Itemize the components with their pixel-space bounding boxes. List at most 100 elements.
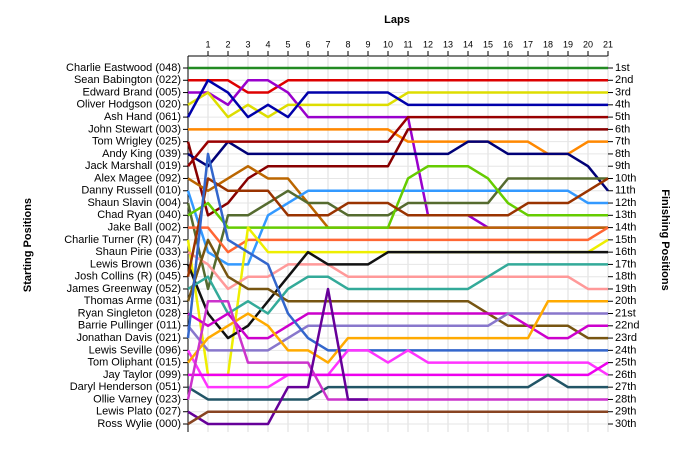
driver-label: Ross Wylie (000): [97, 418, 181, 430]
x-tick-label: 7: [325, 39, 330, 49]
driver-label: Tom Oliphant (015): [87, 357, 181, 369]
position-line: [188, 128, 608, 156]
position-line: [187, 263, 608, 315]
y2-tick-label: 25th: [615, 357, 636, 369]
y2-tick-label: 11th: [615, 185, 636, 197]
driver-label: Ryan Singleton (028): [78, 307, 181, 319]
y2-tick-label: 15th: [615, 234, 636, 246]
driver-label: Jay Taylor (099): [103, 369, 181, 381]
y2-tick-label: 4th: [615, 99, 630, 111]
y2-tick-label: 23rd: [615, 332, 637, 344]
position-line: [187, 299, 608, 364]
driver-label: Alex Magee (092): [94, 172, 181, 184]
driver-label: Jake Ball (002): [108, 221, 181, 233]
driver-label: Sean Babington (022): [74, 74, 181, 86]
x-tick-label: 19: [563, 39, 573, 49]
position-line: [186, 177, 609, 277]
x-tick-label: 12: [423, 39, 433, 49]
position-line: [186, 238, 608, 340]
driver-label: Daryl Henderson (051): [70, 381, 181, 393]
x-tick-label: 6: [305, 39, 310, 49]
y2-tick-label: 10th: [615, 172, 636, 184]
driver-label: Josh Collins (R) (045): [75, 271, 181, 283]
driver-label: Jack Marshall (019): [85, 160, 181, 172]
position-line: [187, 115, 608, 167]
position-line: [186, 349, 609, 389]
y2-tick-label: 3rd: [615, 86, 631, 98]
y2-tick-label: 26th: [615, 369, 636, 381]
driver-label: Danny Russell (010): [81, 185, 181, 197]
x-tick-label: 20: [583, 39, 593, 49]
y2-tick-label: 5th: [615, 111, 630, 123]
y2-tick-label: 28th: [615, 393, 636, 405]
y2-tick-label: 1st: [615, 62, 630, 74]
y2-tick-label: 19th: [615, 283, 636, 295]
driver-label: Lewis Seville (096): [89, 344, 181, 356]
driver-label: Ash Hand (061): [104, 111, 181, 123]
x-tick-label: 1: [205, 39, 210, 49]
y2-tick-label: 7th: [615, 136, 630, 148]
position-line: [187, 164, 608, 229]
driver-label: Barrie Pullinger (011): [78, 320, 181, 332]
x-tick-label: 14: [463, 39, 473, 49]
position-line: [187, 410, 608, 426]
y2-tick-label: 2nd: [615, 74, 633, 86]
y2-tick-label: 27th: [615, 381, 636, 393]
position-line: [187, 312, 608, 352]
driver-label: Jonathan Davis (021): [76, 332, 181, 344]
driver-label: James Greenway (052): [67, 283, 181, 295]
y2-tick-label: 29th: [615, 406, 636, 418]
driver-label: Ollie Varney (023): [93, 393, 181, 405]
y2-tick-label: 8th: [615, 148, 630, 160]
position-line: [187, 140, 609, 192]
x-tick-label: 17: [523, 39, 533, 49]
x-tick-label: 8: [345, 39, 350, 49]
driver-label: Thomas Arme (031): [84, 295, 181, 307]
position-line: [187, 251, 608, 291]
x-tick-label: 15: [483, 39, 493, 49]
y2-tick-label: 20th: [615, 295, 636, 307]
driver-label: Shaun Pirie (033): [95, 246, 181, 258]
driver-label: Lewis Brown (036): [90, 258, 181, 270]
driver-label: Charlie Eastwood (048): [66, 62, 181, 74]
x-tick-label: 4: [265, 39, 270, 49]
driver-label: Shaun Slavin (004): [87, 197, 181, 209]
driver-label: Charlie Turner (R) (047): [64, 234, 181, 246]
y-axis-label: Starting Positions: [22, 198, 34, 292]
y2-tick-label: 9th: [615, 160, 630, 172]
position-line: [187, 373, 608, 401]
x-tick-label: 18: [543, 39, 553, 49]
driver-label: Edward Brand (005): [83, 86, 181, 98]
y2-tick-label: 18th: [615, 271, 636, 283]
driver-label: Oliver Hodgson (020): [76, 99, 181, 111]
position-line: [187, 312, 608, 340]
position-line: [186, 152, 608, 352]
driver-label: Andy King (039): [102, 148, 181, 160]
x-tick-label: 5: [285, 39, 290, 49]
y2-tick-label: 21st: [615, 307, 636, 319]
y2-tick-label: 22nd: [615, 320, 639, 332]
x-tick-label: 9: [365, 39, 370, 49]
y2-tick-label: 13th: [615, 209, 636, 221]
x-tick-label: 13: [443, 39, 453, 49]
x-tick-label: 2: [225, 39, 230, 49]
driver-label: Lewis Plato (027): [96, 406, 181, 418]
position-line: [188, 361, 609, 377]
driver-label: Chad Ryan (040): [97, 209, 181, 221]
x-tick-label: 10: [383, 39, 393, 49]
position-line: [188, 79, 608, 94]
position-line: [186, 250, 608, 340]
y2-tick-label: 17th: [615, 258, 636, 270]
position-line: [186, 299, 608, 401]
position-line: [187, 287, 368, 426]
chart-title: Laps: [384, 14, 410, 26]
x-tick-label: 21: [603, 39, 613, 49]
driver-label: Tom Wrigley (025): [92, 136, 181, 148]
y2-tick-label: 16th: [615, 246, 636, 258]
y2-tick-label: 14th: [615, 221, 636, 233]
x-tick-label: 11: [403, 39, 412, 49]
driver-label: John Stewart (003): [88, 123, 181, 135]
y2-tick-label: 6th: [615, 123, 630, 135]
x-tick-label: 16: [503, 39, 513, 49]
y2-axis-label: Finishing Positions: [659, 189, 671, 290]
